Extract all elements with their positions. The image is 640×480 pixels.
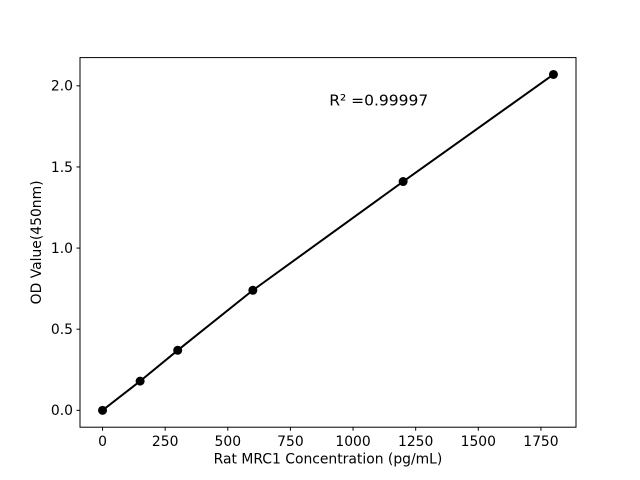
y-axis-label: OD Value(450nm)	[29, 180, 45, 304]
data-point	[248, 285, 258, 295]
x-axis-label: Rat MRC1 Concentration (pg/mL)	[214, 452, 443, 468]
x-tick-label: 250	[152, 434, 179, 450]
y-tick-label: 1.5	[51, 160, 73, 176]
curve-line	[101, 73, 555, 412]
x-tick-label: 1250	[398, 434, 433, 450]
y-tick-label: 1.0	[51, 241, 73, 257]
data-point	[173, 345, 183, 355]
data-point-markers	[98, 69, 558, 415]
x-axis-ticks: 0 250 500 750 1000 1250 1500 1750	[98, 427, 559, 450]
x-tick-label: 1000	[335, 434, 370, 450]
data-point	[135, 376, 145, 386]
x-tick-label: 1500	[461, 434, 496, 450]
y-axis-ticks: 0.0 0.5 1.0 1.5 2.0	[51, 79, 80, 419]
y-tick-label: 2.0	[51, 79, 73, 95]
plot-frame	[79, 57, 577, 428]
data-point	[398, 177, 408, 187]
y-tick-label: 0.5	[51, 322, 73, 338]
data-point	[548, 69, 558, 79]
x-tick-label: 750	[277, 434, 304, 450]
data-point	[98, 405, 108, 415]
y-tick-label: 0.0	[51, 403, 73, 419]
x-tick-label: 0	[98, 434, 107, 450]
x-tick-label: 500	[215, 434, 242, 450]
r-squared-annotation: R² =0.99997	[329, 91, 428, 109]
x-tick-label: 1750	[523, 434, 558, 450]
